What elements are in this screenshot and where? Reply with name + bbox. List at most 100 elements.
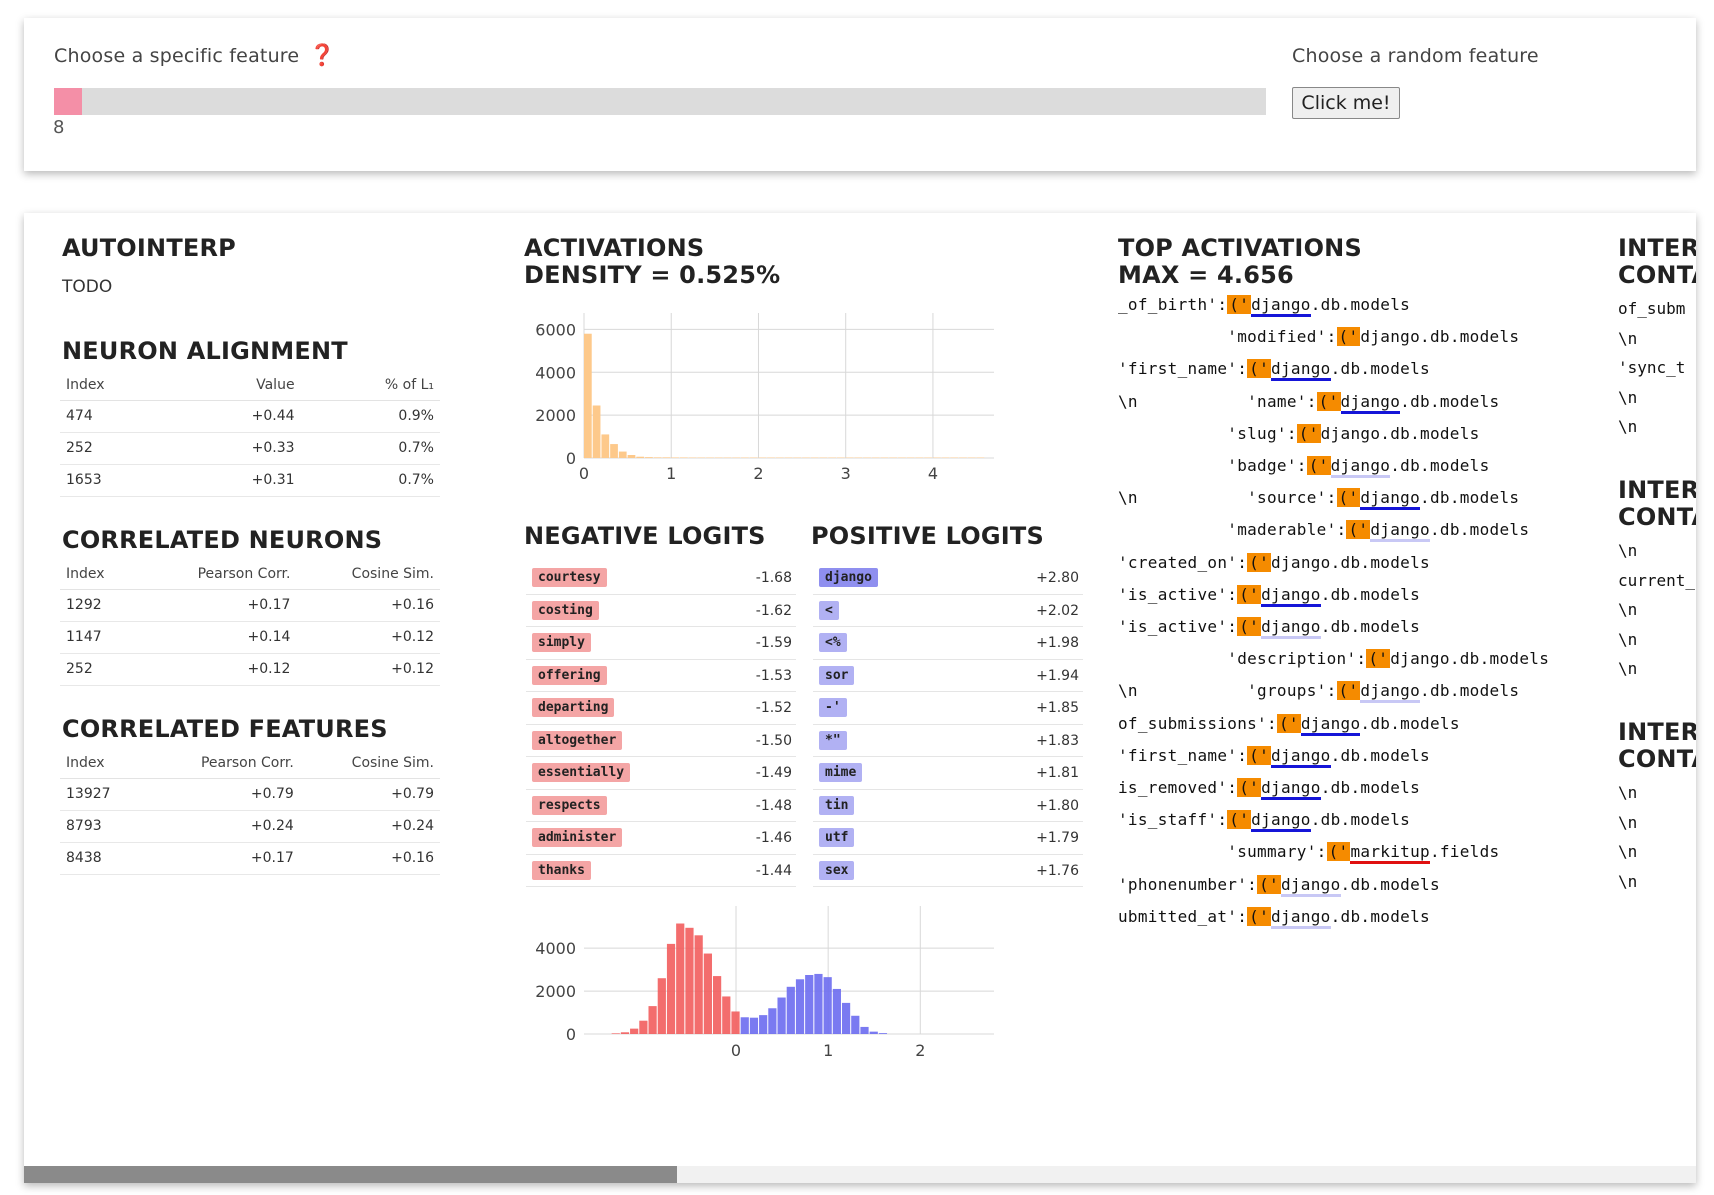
context-suffix: .db.models	[1449, 649, 1550, 669]
histogram-bar	[841, 1002, 851, 1034]
logit-token: tin	[819, 795, 855, 815]
activation-example[interactable]: 'badge': (' django.db.models	[1118, 456, 1490, 478]
context-suffix: .db.models	[1330, 552, 1430, 572]
activation-example[interactable]: 'phonenumber': (' django.db.models	[1118, 874, 1440, 897]
activation-example[interactable]: \n 'source': (' django.db.models	[1118, 488, 1519, 511]
logit-value: -1.68	[755, 570, 792, 586]
histogram-bar	[636, 456, 645, 458]
context-prefix: 'is_staff':	[1118, 810, 1228, 830]
logit-token: sor	[819, 665, 855, 685]
table-cell: +0.12	[296, 621, 440, 654]
logit-token: essentially	[532, 763, 631, 782]
context-prefix: 'maderable':	[1118, 520, 1347, 540]
activations-title: ACTIVATIONS DENSITY = 0.525%	[524, 235, 780, 289]
context-prefix: _of_birth':	[1118, 295, 1228, 314]
table-cell: 252	[60, 432, 176, 465]
activation-example[interactable]: 'is_staff': (' django.db.models	[1118, 810, 1411, 833]
context-suffix: .db.models	[1400, 391, 1500, 411]
context-suffix: .db.models	[1310, 810, 1411, 830]
table-cell: +0.16	[299, 842, 440, 875]
scrollbar-thumb[interactable]	[24, 1166, 677, 1183]
table-row: 13927 +0.79 +0.79	[60, 778, 440, 811]
y-tick-label: 2000	[535, 982, 576, 1001]
col-header: Index	[60, 749, 145, 779]
logit-token: courtesy	[532, 568, 607, 587]
feature-slider[interactable]	[54, 88, 1266, 115]
col-header: Pearson Corr.	[136, 560, 297, 590]
logit-value: +1.98	[1036, 635, 1079, 651]
histogram-bar	[768, 1008, 777, 1034]
y-tick-label: 2000	[535, 406, 576, 425]
negative-logit-row: administer -1.46	[526, 822, 796, 855]
table-cell: 474	[60, 400, 176, 433]
context-suffix: .db.models	[1330, 745, 1430, 765]
intervention-title-line: CONTA	[1618, 261, 1696, 289]
context-prefix: \n 'groups':	[1118, 681, 1337, 701]
positive-logit-row: sex +1.76	[813, 855, 1083, 887]
histogram-bar	[645, 457, 653, 458]
activation-example[interactable]: \n 'groups': (' django.db.models	[1118, 681, 1520, 704]
table-cell: 1653	[60, 464, 176, 497]
histogram-bar	[679, 457, 688, 458]
col-header: Value	[175, 371, 301, 401]
next-token: django	[1340, 391, 1401, 414]
context-prefix: of_submissions':	[1118, 713, 1277, 733]
random-feature-button[interactable]: Click me!	[1292, 87, 1400, 119]
col-header: Index	[60, 371, 176, 401]
activation-example[interactable]: 'first_name': (' django.db.models	[1118, 359, 1430, 382]
positive-logit-row: django +2.80	[813, 562, 1083, 595]
activation-example[interactable]: 'maderable': (' django.db.models	[1118, 520, 1530, 543]
table-cell: 8793	[60, 810, 145, 843]
activation-example[interactable]: 'first_name': (' django.db.models	[1118, 745, 1430, 768]
y-tick-label: 0	[566, 449, 576, 468]
context-suffix: .db.models	[1390, 456, 1490, 475]
next-token: django	[1261, 617, 1321, 639]
intervention-line: \n	[1618, 783, 1638, 802]
slider-thumb[interactable]	[54, 88, 82, 115]
next-token: django	[1320, 423, 1381, 443]
activation-example[interactable]: 'created_on': (' django.db.models	[1118, 552, 1430, 572]
correlated-features-table: Index Pearson Corr. Cosine Sim. 13927 +0.…	[60, 749, 440, 875]
logit-token: thanks	[532, 860, 591, 880]
max-activating-token: ('	[1247, 359, 1272, 379]
activation-example[interactable]: \n 'name': (' django.db.models	[1118, 391, 1500, 414]
logit-value: +1.76	[1036, 862, 1079, 879]
logit-token: altogether	[532, 730, 623, 750]
context-suffix: .db.models	[1330, 359, 1430, 379]
help-icon[interactable]: ❓	[309, 43, 336, 67]
activation-example[interactable]: 'description': (' django.db.models	[1118, 649, 1550, 669]
negative-logit-row: respects -1.48	[526, 790, 796, 822]
histogram-bar	[592, 405, 601, 458]
activation-example[interactable]: of_submissions': (' django.db.models	[1118, 713, 1460, 736]
logit-value: -1.48	[755, 797, 792, 814]
context-prefix: 'summary':	[1118, 842, 1327, 862]
x-tick-label: 2	[753, 464, 763, 483]
activation-example[interactable]: is_removed': (' django.db.models	[1118, 778, 1420, 800]
max-activating-token: ('	[1237, 617, 1262, 636]
histogram-bar	[851, 1015, 860, 1034]
max-activating-token: ('	[1276, 713, 1301, 733]
horizontal-scrollbar[interactable]	[24, 1166, 1696, 1183]
negative-logit-row: essentially -1.49	[526, 757, 796, 790]
activation-example[interactable]: 'modified': (' django.db.models	[1118, 327, 1519, 347]
activation-example[interactable]: 'is_active': (' django.db.models	[1118, 617, 1420, 639]
histogram-bar	[759, 1015, 768, 1034]
table-header-row: Index Pearson Corr. Cosine Sim.	[60, 749, 440, 779]
activation-example[interactable]: 'summary': (' markitup.fields	[1118, 842, 1499, 865]
activation-example[interactable]: ubmitted_at': (' django.db.models	[1118, 906, 1430, 929]
specific-feature-label: Choose a specific feature	[54, 45, 300, 67]
histogram-bar	[694, 935, 703, 1034]
logit-value: -1.50	[755, 732, 792, 749]
context-suffix: .db.models	[1420, 681, 1520, 701]
histogram-bar	[777, 997, 786, 1034]
feature-selector-card: Choose a specific feature ❓ 8 Choose a r…	[24, 18, 1696, 171]
activation-example[interactable]: _of_birth': (' django.db.models	[1118, 295, 1410, 317]
intervention-line: of_subm	[1618, 299, 1686, 318]
context-suffix: .db.models	[1429, 520, 1530, 540]
logit-value: -1.52	[755, 700, 792, 716]
activation-example[interactable]: 'slug': (' django.db.models	[1118, 423, 1480, 443]
activation-example[interactable]: 'is_active': (' django.db.models	[1118, 584, 1420, 607]
neuron-alignment-title: NEURON ALIGNMENT	[62, 337, 348, 365]
intervention-title-line: INTERV	[1618, 718, 1696, 746]
correlated-neurons-title: CORRELATED NEURONS	[62, 526, 383, 554]
